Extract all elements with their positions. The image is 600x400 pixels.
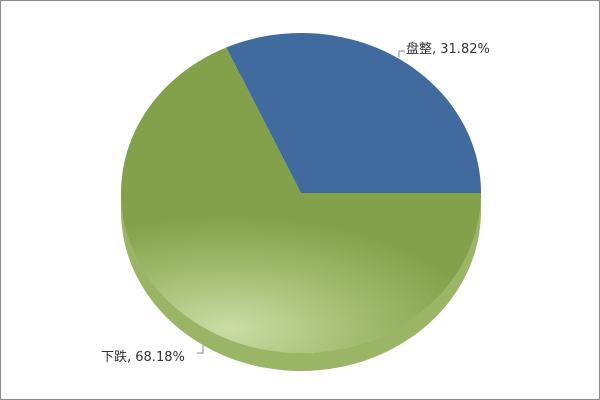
leader-line-xiadie (197, 345, 204, 354)
leader-line-panzheng (398, 50, 405, 57)
pie-slice-xiadie-shading[interactable] (121, 193, 481, 353)
slice-label-panzheng: 盘整, 31.82% (406, 41, 490, 57)
pie-slice-panzheng[interactable] (226, 33, 481, 194)
slice-label-xiadie: 下跌, 68.18% (101, 349, 185, 365)
